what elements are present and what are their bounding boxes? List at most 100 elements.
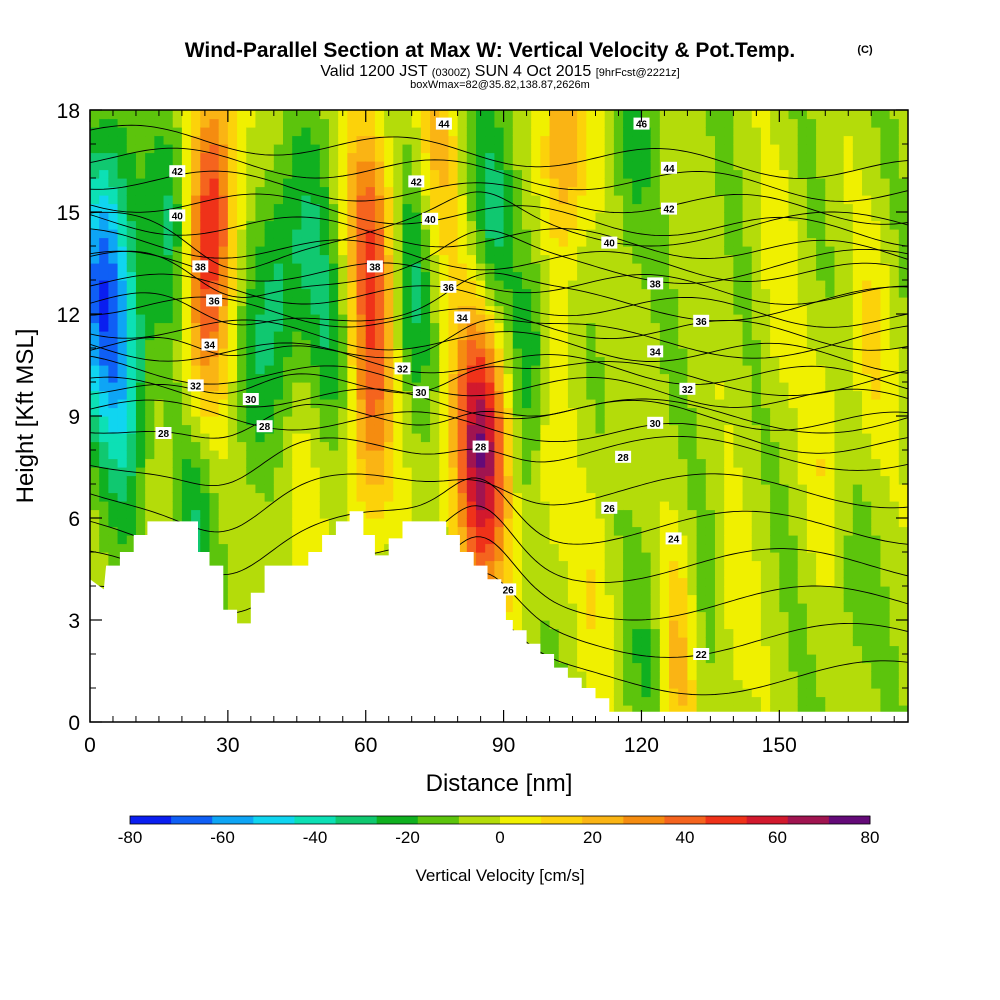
velocity-cell bbox=[577, 399, 587, 409]
velocity-cell bbox=[310, 390, 321, 400]
velocity-cell bbox=[292, 144, 302, 154]
velocity-cell bbox=[540, 297, 551, 307]
velocity-cell bbox=[485, 169, 495, 179]
velocity-cell bbox=[641, 288, 652, 298]
velocity-cell bbox=[558, 628, 569, 638]
velocity-cell bbox=[145, 195, 155, 205]
velocity-cell bbox=[90, 237, 100, 247]
velocity-cell bbox=[163, 297, 174, 307]
velocity-cell bbox=[172, 246, 183, 256]
velocity-cell bbox=[714, 637, 725, 647]
velocity-cell bbox=[650, 467, 661, 477]
title-mark: (C) bbox=[857, 44, 873, 56]
velocity-cell bbox=[411, 314, 422, 324]
velocity-cell bbox=[540, 484, 551, 494]
velocity-cell bbox=[705, 688, 716, 698]
velocity-cell bbox=[448, 254, 459, 264]
velocity-cell bbox=[154, 271, 165, 281]
velocity-cell bbox=[411, 152, 422, 162]
velocity-cell bbox=[641, 237, 652, 247]
velocity-cell bbox=[338, 297, 348, 307]
velocity-cell bbox=[172, 178, 183, 188]
velocity-cell bbox=[384, 373, 394, 383]
velocity-cell bbox=[90, 390, 100, 400]
velocity-cell bbox=[549, 280, 560, 290]
velocity-cell bbox=[448, 246, 459, 256]
velocity-cell bbox=[338, 416, 348, 426]
velocity-cell bbox=[328, 144, 339, 154]
velocity-cell bbox=[577, 169, 587, 179]
velocity-cell bbox=[145, 237, 155, 247]
velocity-cell bbox=[549, 433, 560, 443]
velocity-cell bbox=[714, 356, 725, 366]
velocity-cell bbox=[678, 475, 689, 485]
velocity-cell bbox=[310, 305, 321, 315]
velocity-cell bbox=[310, 535, 321, 545]
velocity-cell bbox=[503, 526, 514, 536]
velocity-cell bbox=[356, 458, 367, 468]
velocity-cell bbox=[678, 407, 689, 417]
velocity-cell bbox=[209, 390, 220, 400]
velocity-cell bbox=[439, 467, 450, 477]
velocity-cell bbox=[374, 543, 385, 553]
velocity-cell bbox=[531, 263, 541, 273]
velocity-cell bbox=[540, 552, 551, 562]
velocity-cell bbox=[227, 365, 238, 375]
velocity-cell bbox=[227, 467, 238, 477]
velocity-cell bbox=[641, 552, 652, 562]
velocity-cell bbox=[227, 169, 238, 179]
velocity-cell bbox=[237, 399, 247, 409]
velocity-cell bbox=[283, 297, 293, 307]
velocity-cell bbox=[485, 118, 495, 128]
velocity-cell bbox=[347, 390, 358, 400]
velocity-cell bbox=[292, 407, 302, 417]
velocity-cell bbox=[90, 322, 100, 332]
velocity-cell bbox=[237, 288, 247, 298]
velocity-cell bbox=[365, 492, 376, 502]
velocity-cell bbox=[154, 178, 165, 188]
velocity-cell bbox=[172, 280, 183, 290]
velocity-cell bbox=[623, 441, 633, 451]
velocity-cell bbox=[494, 288, 505, 298]
velocity-cell bbox=[384, 365, 394, 375]
velocity-cell bbox=[264, 118, 275, 128]
velocity-cell bbox=[577, 118, 587, 128]
velocity-cell bbox=[678, 628, 689, 638]
velocity-cell bbox=[457, 322, 468, 332]
velocity-cell bbox=[255, 441, 266, 451]
velocity-cell bbox=[338, 212, 348, 222]
velocity-cell bbox=[521, 195, 532, 205]
velocity-cell bbox=[319, 407, 330, 417]
velocity-cell bbox=[457, 433, 468, 443]
velocity-cell bbox=[678, 560, 689, 570]
velocity-cell bbox=[540, 271, 551, 281]
velocity-cell bbox=[558, 314, 569, 324]
velocity-cell bbox=[218, 135, 229, 145]
velocity-cell bbox=[292, 297, 302, 307]
velocity-cell bbox=[632, 246, 643, 256]
velocity-cell bbox=[531, 603, 541, 613]
velocity-cell bbox=[531, 365, 541, 375]
velocity-cell bbox=[521, 450, 532, 460]
velocity-cell bbox=[430, 424, 440, 434]
velocity-cell bbox=[595, 288, 606, 298]
velocity-cell bbox=[90, 254, 100, 264]
velocity-cell bbox=[365, 178, 376, 188]
velocity-cell bbox=[448, 526, 459, 536]
velocity-cell bbox=[310, 161, 321, 171]
velocity-cell bbox=[696, 705, 707, 715]
velocity-cell bbox=[181, 305, 192, 315]
velocity-cell bbox=[384, 152, 394, 162]
velocity-cell bbox=[485, 458, 495, 468]
velocity-cell bbox=[714, 671, 725, 681]
velocity-cell bbox=[292, 518, 302, 528]
velocity-cell bbox=[430, 450, 440, 460]
velocity-cell bbox=[595, 569, 606, 579]
velocity-cell bbox=[374, 535, 385, 545]
velocity-cell bbox=[476, 382, 486, 392]
velocity-cell bbox=[301, 220, 312, 230]
velocity-cell bbox=[714, 365, 725, 375]
velocity-cell bbox=[595, 458, 606, 468]
velocity-cell bbox=[687, 348, 698, 358]
velocity-cell bbox=[108, 535, 119, 545]
